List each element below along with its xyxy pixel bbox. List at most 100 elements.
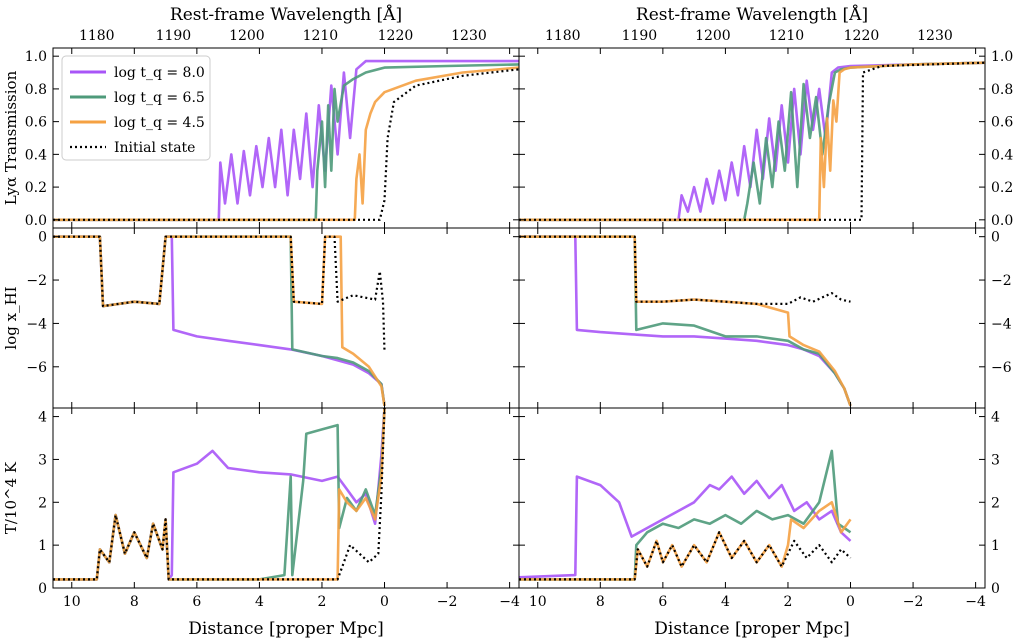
- y-tick-label-right: 0: [991, 230, 1000, 246]
- bottom-axis-label-left: Distance [proper Mpc]: [188, 619, 383, 638]
- series-line-log-t-q-8-0: [53, 59, 519, 222]
- series-line-log-t-q-8-0: [519, 61, 986, 222]
- y-tick-label-right: −6: [991, 360, 1012, 376]
- top-x-tick-label: 1230: [917, 28, 953, 44]
- series-line-initial-state: [519, 61, 986, 221]
- legend: log t_q = 8.0 log t_q = 6.5 log t_q = 4.5 I…: [61, 55, 211, 161]
- x-tick-label: 8: [596, 594, 605, 610]
- series-line-log-t-q-6-5: [519, 235, 852, 407]
- top-x-tick-label: 1180: [545, 28, 581, 44]
- series-line-log-t-q-8-0: [519, 235, 852, 407]
- x-tick-label: 0: [380, 594, 389, 610]
- y-tick-label-left: 1.0: [25, 49, 47, 65]
- top-x-tick-label: 1210: [303, 28, 339, 44]
- top-x-tick-label: 1180: [79, 28, 115, 44]
- y-tick-label-left: 0.2: [25, 180, 47, 196]
- y-tick-label-left: −2: [26, 273, 47, 289]
- x-tick-label: 8: [130, 594, 139, 610]
- series-line-log-t-q-6-5: [53, 63, 520, 222]
- y-tick-label-right: −2: [991, 273, 1012, 289]
- series-line-log-t-q-4-5: [53, 235, 386, 407]
- axes-frame: [52, 227, 520, 409]
- ylabel-transmission: Lyα Transmission: [2, 70, 20, 205]
- y-tick-label-right: 1.0: [991, 49, 1013, 65]
- x-tick-label: 6: [658, 594, 667, 610]
- panel-left-xHI: 0 −2 −4 −6: [26, 227, 520, 409]
- ylabel-temperature: T/10^4 K: [2, 461, 20, 534]
- legend-box: [61, 55, 211, 161]
- ylabel-xhi: log x_HI: [2, 286, 20, 349]
- top-x-tick-label: 1190: [156, 28, 192, 44]
- y-tick-label-left: 3: [38, 452, 47, 468]
- panel-right-xHI: 0 −2 −4 −6: [518, 227, 1012, 409]
- top-axis-label-right: Rest-frame Wavelength [Å]: [636, 4, 868, 25]
- top-x-tick-label: 1220: [844, 28, 880, 44]
- y-tick-label-right: 3: [991, 452, 1000, 468]
- legend-label: log t_q = 6.5: [114, 90, 205, 106]
- y-tick-label-left: 0.0: [25, 213, 47, 229]
- y-tick-label-right: −4: [991, 316, 1012, 332]
- series-line-initial-state: [519, 235, 851, 305]
- y-tick-label-right: 0: [991, 581, 1000, 597]
- series-line-log-t-q-4-5: [53, 66, 520, 222]
- series-line-initial-state: [519, 531, 852, 581]
- series-line-log-t-q-4-5: [519, 61, 986, 222]
- y-tick-label-right: 1: [991, 538, 1000, 554]
- series-line-log-t-q-4-5: [519, 235, 852, 407]
- y-tick-label-left: −6: [26, 360, 47, 376]
- top-x-tick-label: 1230: [451, 28, 487, 44]
- bottom-axis-label-right: Distance [proper Mpc]: [654, 619, 849, 638]
- top-x-tick-label: 1210: [769, 28, 805, 44]
- x-tick-label: 4: [721, 594, 730, 610]
- series-line-log-t-q-6-5: [519, 61, 986, 222]
- legend-label: log t_q = 4.5: [114, 115, 205, 131]
- x-tick-label: −4: [499, 594, 520, 610]
- top-x-tick-label: 1190: [622, 28, 658, 44]
- y-tick-label-left: 0: [38, 230, 47, 246]
- axes-frame: [518, 47, 986, 229]
- series-line-log-t-q-8-0: [518, 475, 852, 579]
- panel-left-temperature: 0 1 2 3 4 10 8 6 4 2 0 −2 −4: [38, 407, 520, 610]
- top-x-tick-label: 1200: [229, 28, 265, 44]
- top-x-tick-label: 1200: [695, 28, 731, 44]
- y-tick-label-left: 0.6: [25, 115, 47, 131]
- top-x-tick-label: 1220: [378, 28, 414, 44]
- x-tick-label: 10: [63, 594, 81, 610]
- x-tick-label: −4: [965, 594, 986, 610]
- y-tick-label-left: 1: [38, 538, 47, 554]
- panel-right-transmission: 0.0 0.2 0.4 0.6 0.8 1.0 1180 1190 1200 1210 1220 12…: [518, 28, 1013, 229]
- series-line-log-t-q-6-5: [519, 449, 852, 581]
- panel-right-temperature: 0 1 2 3 4 10 8 6 4 2 0 −2 −4: [518, 407, 1000, 610]
- y-tick-label-right: 0.4: [991, 147, 1013, 163]
- x-tick-label: 2: [784, 594, 793, 610]
- series-line-log-t-q-4-5: [519, 500, 852, 581]
- y-tick-label-right: 4: [991, 410, 1000, 426]
- y-tick-label-left: 0.8: [25, 82, 47, 98]
- top-axis-label-left: Rest-frame Wavelength [Å]: [170, 4, 402, 25]
- y-tick-label-right: 2: [991, 495, 1000, 511]
- x-tick-label: 6: [192, 594, 201, 610]
- y-tick-label-right: 0.0: [991, 213, 1013, 229]
- y-tick-label-left: −4: [26, 316, 47, 332]
- x-tick-label: 0: [846, 594, 855, 610]
- y-tick-label-left: 0.4: [25, 147, 47, 163]
- series-line-initial-state: [53, 68, 520, 221]
- y-tick-label-right: 0.2: [991, 180, 1013, 196]
- panel-left-transmission: 0.0 0.2 0.4 0.6 0.8 1.0 1180 1190 1200 1210 1220 12…: [25, 28, 520, 229]
- axes-frame: [518, 407, 986, 589]
- axes-frame: [518, 227, 986, 409]
- x-tick-label: 4: [255, 594, 264, 610]
- y-tick-label-left: 0: [38, 581, 47, 597]
- x-tick-label: −2: [903, 594, 924, 610]
- y-tick-label-right: 0.8: [991, 82, 1013, 98]
- x-tick-label: 10: [529, 594, 547, 610]
- y-tick-label-left: 2: [38, 495, 47, 511]
- legend-label: log t_q = 8.0: [114, 65, 205, 81]
- series-line-initial-state: [53, 407, 386, 581]
- y-tick-label-left: 4: [38, 410, 47, 426]
- legend-label: Initial state: [114, 140, 195, 156]
- y-tick-label-right: 0.6: [991, 115, 1013, 131]
- x-tick-label: −2: [437, 594, 458, 610]
